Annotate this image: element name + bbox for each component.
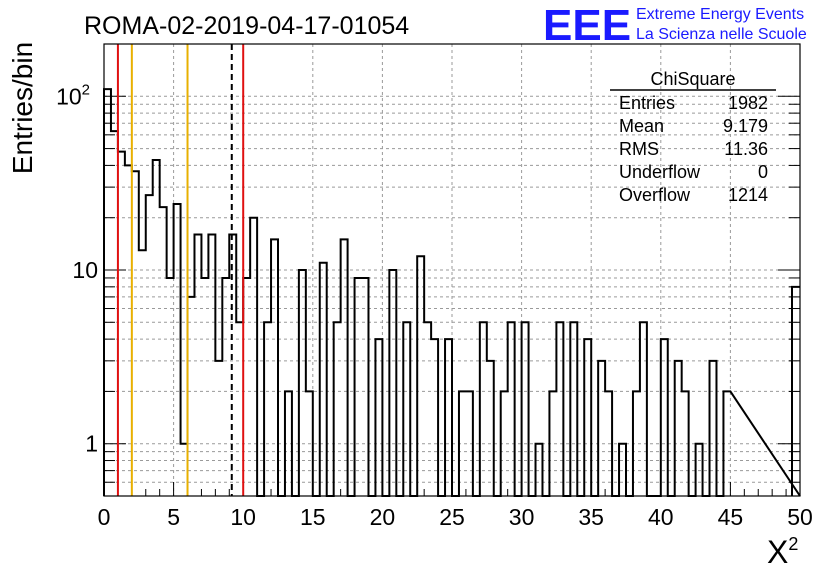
- histogram-edge-bin: [791, 285, 800, 496]
- chart-title: ROMA-02-2019-04-17-01054: [84, 12, 409, 40]
- stats-label: Mean: [619, 116, 664, 136]
- x-tick-label: 50: [787, 504, 813, 530]
- plot-frame: [103, 43, 801, 497]
- x-axis-label: X2: [767, 534, 798, 570]
- y-tick-label: 10: [72, 257, 98, 283]
- x-tick-label: 25: [439, 504, 465, 530]
- logo-mark: EEE: [543, 1, 631, 50]
- logo-line-1: Extreme Energy Events: [636, 6, 804, 23]
- stats-label: Underflow: [619, 162, 701, 182]
- stats-value: 11.36: [724, 139, 768, 159]
- stats-value: 1982: [728, 93, 768, 113]
- x-tick-label: 40: [648, 504, 674, 530]
- x-tick-label: 35: [578, 504, 604, 530]
- x-tick-label: 45: [718, 504, 744, 530]
- stats-value: 0: [758, 162, 768, 182]
- y-tick-label: 1: [85, 431, 98, 457]
- x-tick-label: 10: [230, 504, 256, 530]
- reference-lines: [116, 44, 245, 496]
- x-tick-label: 30: [509, 504, 535, 530]
- stats-rows: Entries 1982 Mean 9.179 RMS 11.36 Underflow 0 Ov…: [619, 93, 768, 205]
- stats-label: Entries: [619, 93, 675, 113]
- x-tick-label: 15: [300, 504, 326, 530]
- grid: [104, 44, 800, 496]
- logo-line-2: La Scienza nelle Scuole: [636, 26, 807, 43]
- x-tick-label: 5: [167, 504, 180, 530]
- x-tick-labels: 0 5 10 15 20 25 30 35 40 45 50: [98, 504, 813, 530]
- y-tick-labels: 1 10 102: [56, 81, 98, 456]
- stats-value: 1214: [728, 185, 768, 205]
- y-tick-label: 102: [56, 81, 90, 109]
- stats-header: ChiSquare: [650, 69, 735, 89]
- y-axis-label: Entries/bin: [7, 42, 38, 174]
- stats-value: 9.179: [723, 116, 768, 136]
- stats-box: ChiSquare Entries 1982 Mean 9.179 RMS 11.36 Un…: [610, 69, 776, 205]
- eee-logo: EEE Extreme Energy Events La Scienza nel…: [543, 1, 807, 50]
- x-tick-label: 0: [98, 504, 111, 530]
- stats-label: Overflow: [619, 185, 691, 205]
- stats-label: RMS: [619, 139, 659, 159]
- x-tick-label: 20: [370, 504, 396, 530]
